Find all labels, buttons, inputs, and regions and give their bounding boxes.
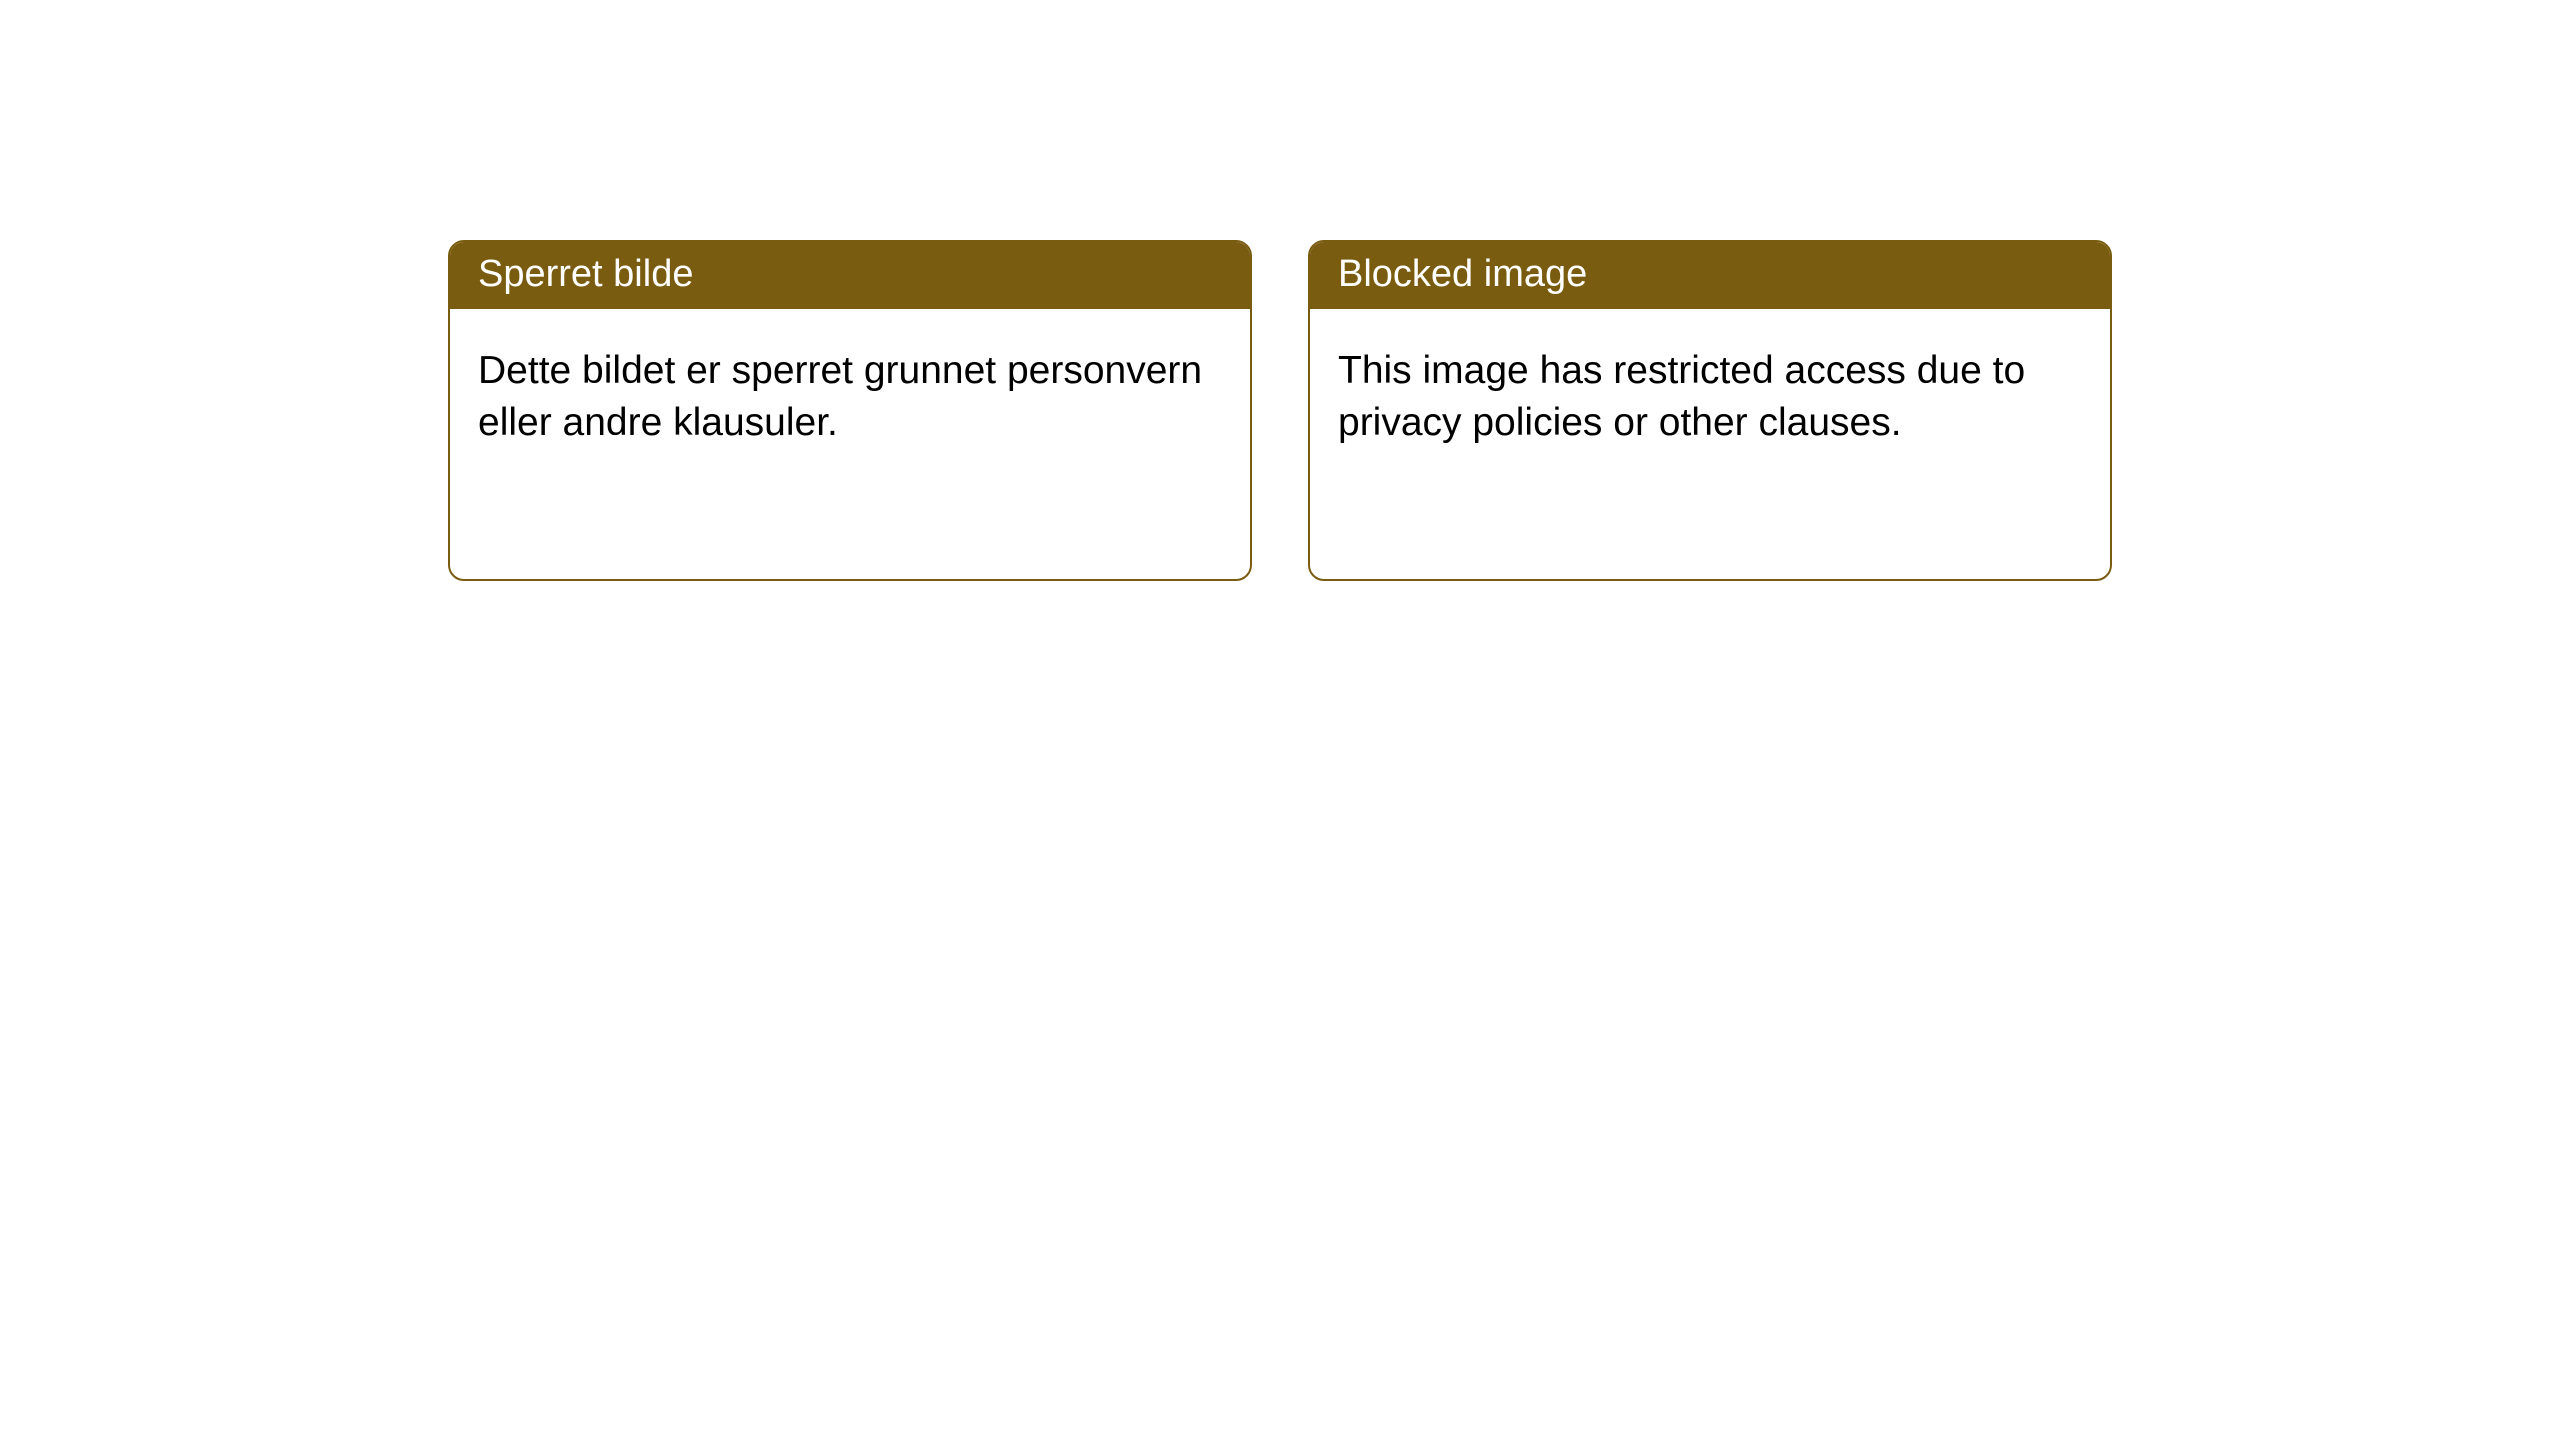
notice-card-english: Blocked image This image has restricted …	[1308, 240, 2112, 581]
notice-card-norwegian: Sperret bilde Dette bildet er sperret gr…	[448, 240, 1252, 581]
notice-header: Sperret bilde	[450, 242, 1250, 309]
notice-body: Dette bildet er sperret grunnet personve…	[450, 309, 1250, 579]
notice-container: Sperret bilde Dette bildet er sperret gr…	[0, 0, 2560, 581]
notice-body: This image has restricted access due to …	[1310, 309, 2110, 579]
notice-header: Blocked image	[1310, 242, 2110, 309]
